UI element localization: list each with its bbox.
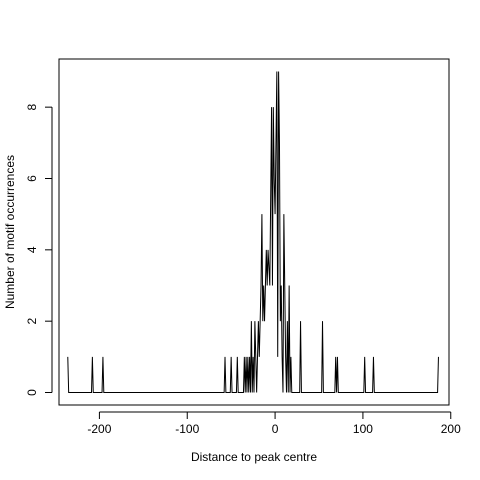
y-axis-label: Number of motif occurrences <box>3 155 17 309</box>
y-tick-label: 8 <box>25 103 39 110</box>
y-axis: 0 2 4 6 8 <box>25 103 53 396</box>
y-tick-label: 4 <box>25 246 39 253</box>
x-tick-label: -100 <box>175 422 199 436</box>
x-axis-label: Distance to peak centre <box>191 450 317 464</box>
y-tick-label: 6 <box>25 175 39 182</box>
series-line <box>67 71 439 394</box>
y-tick-label: 2 <box>25 318 39 325</box>
x-tick-label: -200 <box>87 422 111 436</box>
x-tick-label: 100 <box>353 422 373 436</box>
x-tick-label: 0 <box>272 422 279 436</box>
x-axis: -200 -100 0 100 200 <box>87 411 461 436</box>
plot-frame <box>58 58 450 406</box>
y-tick-label: 0 <box>25 389 39 396</box>
x-tick-label: 200 <box>441 422 461 436</box>
